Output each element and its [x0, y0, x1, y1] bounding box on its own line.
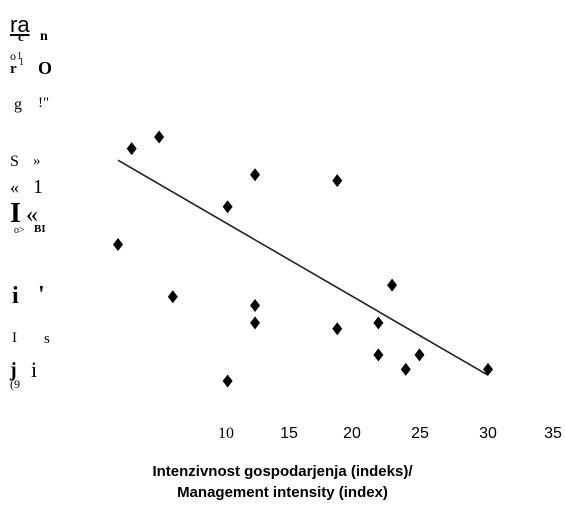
ylabel-fragment: o — [10, 49, 16, 63]
x-axis-label-line-1: Intenzivnost gospodarjenja (indeks)/ — [152, 463, 413, 480]
ylabel-fragment: o> — [14, 225, 25, 236]
x-tick-label: 35 — [544, 425, 562, 442]
data-point — [373, 316, 384, 330]
trendline — [117, 159, 489, 376]
data-point — [167, 290, 178, 304]
ylabel-fragment: I — [10, 198, 21, 229]
data-point — [250, 168, 261, 182]
x-tick-label: 25 — [411, 425, 429, 442]
data-point — [113, 237, 123, 251]
data-point — [387, 278, 398, 292]
x-tick-label: 15 — [280, 425, 298, 442]
ylabel-fragment: O — [38, 58, 53, 78]
data-point — [332, 322, 343, 336]
ylabel-fragment: ' — [38, 282, 45, 308]
ylabel-fragment: r — [10, 61, 17, 77]
ylabel-fragment: « — [10, 177, 19, 197]
ylabel-fragment: g — [14, 96, 22, 113]
trendline-layer — [117, 159, 489, 376]
ylabel-fragment: (9 — [10, 377, 20, 391]
ylabel-fragment: 1 — [33, 176, 43, 198]
x-tick-label: 20 — [343, 425, 361, 442]
data-point — [483, 362, 493, 376]
data-point — [222, 200, 233, 214]
ylabel-fragment: !" — [38, 95, 50, 111]
data-point — [222, 374, 233, 388]
ylabel-fragment: S — [10, 153, 19, 170]
ylabel-fragment: i — [12, 283, 19, 309]
data-point — [154, 130, 165, 144]
data-point — [414, 348, 425, 362]
data-point — [373, 348, 384, 362]
ylabel-fragment: n — [40, 29, 48, 44]
data-point — [126, 142, 137, 156]
x-tick-label: 10 — [218, 425, 234, 442]
ylabel-fragment: c — [18, 29, 24, 44]
ylabel-fragment: s — [44, 331, 50, 347]
data-point — [250, 298, 261, 312]
ylabel-fragment: BI — [34, 223, 46, 235]
ylabel-fragment: j — [10, 359, 17, 381]
data-points — [113, 130, 493, 388]
x-tick-labels: 10 15 20 25 30 35 — [218, 425, 562, 442]
ylabel-fragment: 1 — [19, 57, 24, 68]
ylabel-fragment: ra — [10, 12, 30, 37]
data-point — [332, 174, 343, 188]
data-point — [250, 316, 261, 330]
ylabel-fragment: » — [33, 153, 41, 169]
ylabel-fragment: 1 — [17, 51, 22, 62]
x-tick-label: 30 — [479, 425, 497, 442]
data-point — [400, 362, 411, 376]
ylabel-fragment: I — [12, 330, 17, 346]
ylabel-fragment: « — [26, 202, 38, 228]
x-axis-label-line-2: Management intensity (index) — [177, 484, 388, 501]
ylabel-fragment: i — [31, 357, 38, 382]
